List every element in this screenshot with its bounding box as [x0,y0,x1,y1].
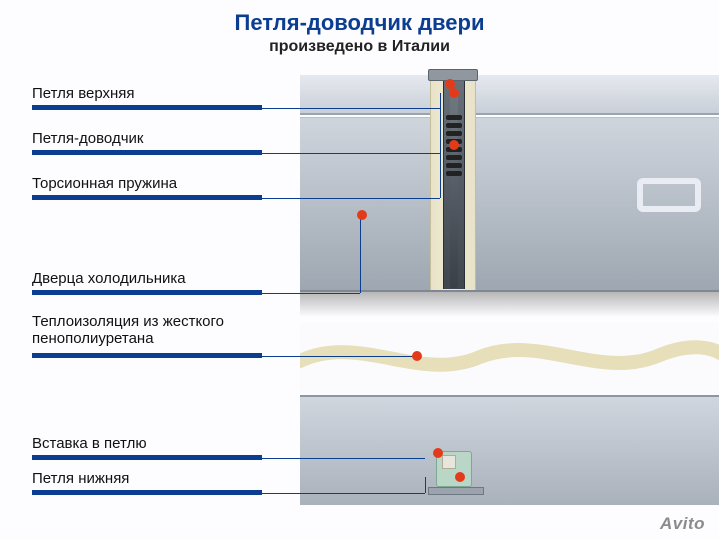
marker-torsion [449,140,459,150]
diagram-title: Петля-доводчик двери [0,0,719,36]
door-handle [637,178,701,212]
label-bar-torsion [32,195,262,200]
leader-h-torsion [262,198,440,199]
marker-insert [433,448,443,458]
product-base [300,395,719,505]
label-bar-insert [32,455,262,460]
diagram-subtitle: произведено в Италии [0,38,719,56]
leader-h-hinge-top [262,108,440,109]
watermark: Avito [660,514,705,534]
label-bar-closer [32,150,262,155]
label-insert: Вставка в петлю [32,435,262,452]
label-insulation: Теплоизоляция из жесткого пенополиуретан… [32,313,262,348]
door-shadow [300,292,719,317]
hinge-insert [442,455,456,469]
marker-hinge-bottom [455,472,465,482]
label-hinge-top: Петля верхняя [32,85,262,102]
leader-v-door [360,215,361,293]
leader-h-insulation [262,356,415,357]
diagram-area: Петля верхняя Петля-доводчик Торсионная пр… [0,75,719,510]
marker-closer [449,88,459,98]
product-top-lid [300,75,719,115]
product-door [300,117,719,292]
insulation-foam [300,323,719,393]
leader-h-hinge-bottom [262,493,425,494]
label-bar-door [32,290,262,295]
label-bar-hinge-bottom [32,490,262,495]
product-illustration [300,75,719,510]
leader-h-door [262,293,360,294]
leader-h-closer [262,153,440,154]
label-door: Дверца холодильника [32,270,262,287]
label-closer: Петля-доводчик [32,130,262,147]
hinge-bottom-plate [428,487,484,495]
leader-v-torsion [440,145,441,198]
label-bar-hinge-top [32,105,262,110]
label-bar-insulation [32,353,262,358]
leader-v-closer [440,93,441,153]
marker-door [357,210,367,220]
label-hinge-bottom: Петля нижняя [32,470,262,487]
leader-h-insert [262,458,425,459]
marker-insulation [412,351,422,361]
label-torsion: Торсионная пружина [32,175,262,192]
leader-v-hinge-bottom [425,477,426,493]
